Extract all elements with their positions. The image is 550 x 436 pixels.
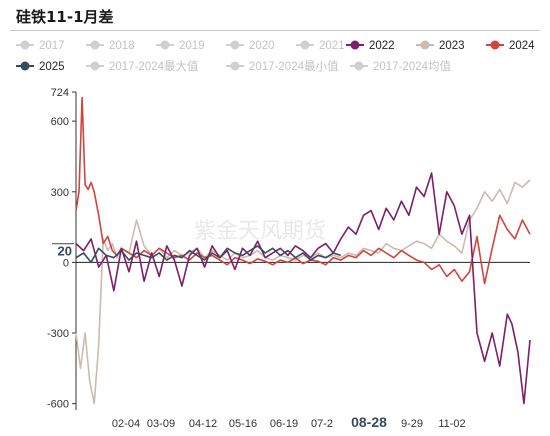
y-tick-label: -300 bbox=[47, 328, 69, 340]
y-tick-label: 0 bbox=[63, 257, 69, 269]
legend-item-2017-2024最小值[interactable]: 2017-2024最小值 bbox=[226, 60, 339, 73]
legend-marker bbox=[90, 40, 100, 50]
series-line-2025 bbox=[75, 245, 342, 264]
legend-marker bbox=[420, 40, 430, 50]
title-divider bbox=[10, 30, 540, 31]
y-tick-label: 600 bbox=[51, 116, 69, 128]
x-tick-label: 08-28 bbox=[351, 414, 387, 430]
watermark-layer: 紫金天风期货 bbox=[194, 219, 326, 244]
legend-marker bbox=[230, 40, 240, 50]
chart-title: 硅铁11-1月差 bbox=[16, 8, 114, 26]
legend-item-2017-2024均值[interactable]: 2017-2024均值 bbox=[350, 60, 451, 73]
legend-item-2018[interactable]: 2018 bbox=[86, 40, 135, 52]
x-tick-label: 05-16 bbox=[229, 418, 257, 430]
legend-marker bbox=[230, 61, 240, 71]
legend-item-2017[interactable]: 2017 bbox=[16, 40, 65, 52]
legend-item-2022[interactable]: 2022 bbox=[346, 40, 395, 52]
x-tick-label: 06-19 bbox=[270, 418, 298, 430]
legend-label: 2017-2024最小值 bbox=[249, 60, 339, 73]
x-tick-label: 04-12 bbox=[189, 418, 217, 430]
legend-label: 2020 bbox=[249, 40, 275, 52]
legend-item-2021[interactable]: 2021 bbox=[296, 40, 345, 52]
y-tick-label: 724 bbox=[51, 87, 69, 99]
legend-label: 2019 bbox=[179, 40, 205, 52]
x-tick-label: 03-09 bbox=[147, 418, 175, 430]
series-line-2023 bbox=[75, 179, 531, 405]
watermark: 紫金天风期货 bbox=[194, 219, 326, 244]
legend-label: 2023 bbox=[439, 40, 465, 52]
x-tick-label: 07-2 bbox=[311, 418, 333, 430]
x-tick-label: 02-04 bbox=[112, 418, 140, 430]
legend-marker bbox=[20, 40, 30, 50]
axes: 724 600 300 0 -300 -600 20 02-04 03-09 04-12 05-16… bbox=[47, 87, 530, 431]
legend-marker bbox=[160, 40, 170, 50]
x-highlight-bg bbox=[347, 413, 391, 431]
legend-item-2025[interactable]: 2025 bbox=[16, 61, 65, 73]
y-tick-label: -600 bbox=[47, 399, 69, 411]
legend-label: 2025 bbox=[39, 61, 65, 73]
x-tick-label: 11-02 bbox=[438, 418, 465, 430]
y-marker-label: 20 bbox=[58, 244, 72, 259]
legend-item-2019[interactable]: 2019 bbox=[156, 40, 205, 52]
legend-label: 2024 bbox=[509, 40, 535, 52]
legend-marker bbox=[90, 61, 100, 71]
x-tick-label: 9-29 bbox=[401, 418, 423, 430]
legend-item-2024[interactable]: 2024 bbox=[486, 40, 535, 52]
legend-marker bbox=[300, 40, 310, 50]
legend-label: 2017-2024均值 bbox=[373, 60, 451, 73]
y-tick-label: 300 bbox=[51, 187, 69, 199]
legend-label: 2017-2024最大值 bbox=[109, 59, 199, 73]
legend-marker bbox=[20, 61, 30, 71]
legend-item-2020[interactable]: 2020 bbox=[226, 40, 275, 52]
legend-item-2017-2024最大值[interactable]: 2017-2024最大值 bbox=[86, 59, 199, 73]
legend-marker bbox=[490, 40, 500, 50]
legend-marker bbox=[350, 40, 360, 50]
y-marker-bg bbox=[52, 243, 74, 259]
legend-label: 2021 bbox=[319, 40, 345, 52]
plot-area bbox=[75, 96, 531, 405]
legend-label: 2017 bbox=[39, 40, 65, 52]
legend-label: 2018 bbox=[109, 40, 135, 52]
legend-marker bbox=[354, 61, 364, 71]
legend[interactable]: 2017 2018 2019 2020 2021 2022 2023 2024 2025 2017… bbox=[16, 40, 535, 73]
legend-item-2023[interactable]: 2023 bbox=[416, 40, 465, 52]
series-line-2022 bbox=[75, 172, 531, 405]
legend-label: 2022 bbox=[369, 40, 395, 52]
